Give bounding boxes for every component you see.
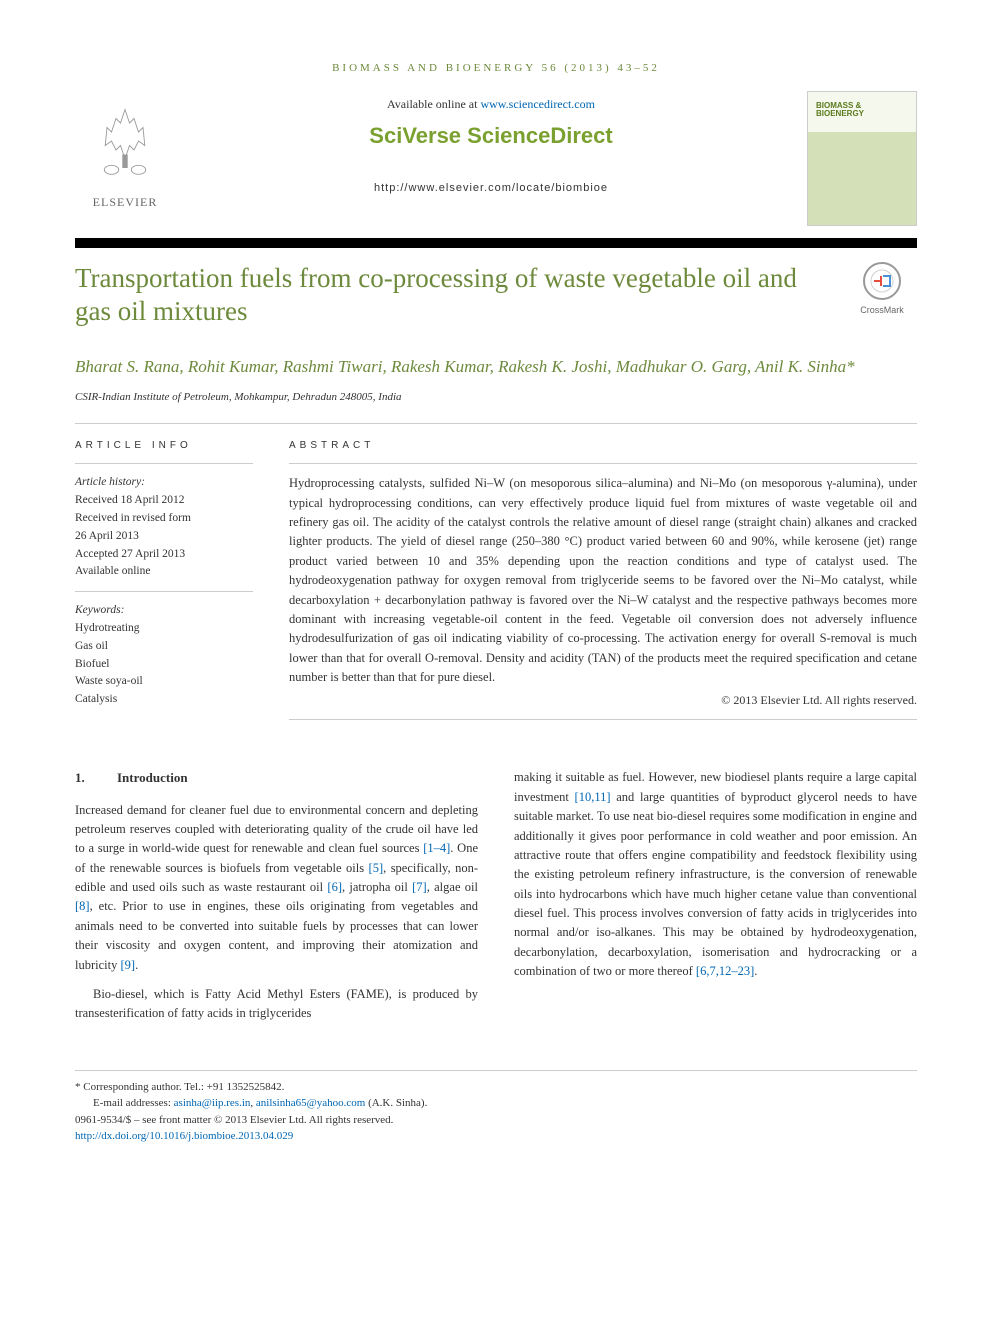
email-label: E-mail addresses: [93, 1097, 174, 1109]
article-info-column: ARTICLE INFO Article history: Received 1… [75, 438, 253, 720]
citation-link[interactable]: [5] [369, 861, 384, 875]
available-online: Available online [75, 565, 150, 577]
divider [75, 463, 253, 464]
available-online-text: Available online at www.sciencedirect.co… [195, 95, 787, 113]
info-abstract-row: ARTICLE INFO Article history: Received 1… [75, 438, 917, 720]
keyword: Hydrotreating [75, 622, 140, 634]
divider [75, 423, 917, 424]
article-title: Transportation fuels from co-processing … [75, 262, 827, 330]
keyword: Gas oil [75, 640, 108, 652]
accepted-date: Accepted 27 April 2013 [75, 548, 185, 560]
divider [75, 591, 253, 592]
body-paragraph: Increased demand for cleaner fuel due to… [75, 801, 478, 975]
body-text: Increased demand for cleaner fuel due to… [75, 803, 478, 856]
body-text: . [754, 964, 757, 978]
keyword: Catalysis [75, 693, 117, 705]
received-date: Received 18 April 2012 [75, 494, 185, 506]
body-paragraph: Bio-diesel, which is Fatty Acid Methyl E… [75, 985, 478, 1024]
copyright-line: © 2013 Elsevier Ltd. All rights reserved… [289, 691, 917, 709]
history-label: Article history: [75, 476, 145, 488]
body-text: . [135, 958, 138, 972]
article-history: Article history: Received 18 April 2012 … [75, 474, 253, 581]
doi-prefix: http://dx.doi.org/ [75, 1130, 149, 1142]
doi-link[interactable]: http://dx.doi.org/10.1016/j.biombioe.201… [75, 1130, 293, 1142]
publisher-header: ELSEVIER Available online at www.science… [75, 91, 917, 226]
article-info-label: ARTICLE INFO [75, 438, 253, 453]
doi-line: http://dx.doi.org/10.1016/j.biombioe.201… [75, 1128, 917, 1145]
divider-bar [75, 238, 917, 248]
citation-link[interactable]: [8] [75, 899, 90, 913]
body-text: , jatropha oil [342, 880, 412, 894]
corresponding-author: * Corresponding author. Tel.: +91 135252… [75, 1079, 917, 1096]
divider [289, 463, 917, 464]
authors-list: Bharat S. Rana, Rohit Kumar, Rashmi Tiwa… [75, 355, 917, 379]
revised-date: 26 April 2013 [75, 530, 139, 542]
journal-cover-thumbnail: BIOMASS & BIOENERGY [807, 91, 917, 226]
crossmark-badge[interactable]: CrossMark [847, 262, 917, 318]
elsevier-logo: ELSEVIER [75, 91, 175, 211]
email-line: E-mail addresses: asinha@iip.res.in, ani… [75, 1095, 917, 1112]
citation-link[interactable]: [7] [412, 880, 427, 894]
citation-link[interactable]: [6] [327, 880, 342, 894]
abstract-label: ABSTRACT [289, 438, 917, 453]
elsevier-tree-icon [75, 91, 175, 191]
revised-label: Received in revised form [75, 512, 191, 524]
body-text: , algae oil [427, 880, 478, 894]
keywords-block: Keywords: Hydrotreating Gas oil Biofuel … [75, 602, 253, 709]
elsevier-wordmark: ELSEVIER [75, 193, 175, 211]
citation-link[interactable]: [9] [120, 958, 135, 972]
body-paragraph: making it suitable as fuel. However, new… [514, 768, 917, 981]
keyword: Biofuel [75, 658, 110, 670]
journal-citation-header: BIOMASS AND BIOENERGY 56 (2013) 43–52 [75, 60, 917, 77]
section-number: 1. [75, 768, 117, 788]
citation-link[interactable]: [1–4] [423, 841, 450, 855]
available-prefix: Available online at [387, 97, 480, 111]
divider [289, 719, 917, 720]
section-title: Introduction [117, 770, 188, 785]
sciencedirect-link[interactable]: www.sciencedirect.com [480, 97, 595, 111]
citation-link[interactable]: [10,11] [575, 790, 611, 804]
email-suffix: (A.K. Sinha). [365, 1097, 427, 1109]
abstract-column: ABSTRACT Hydroprocessing catalysts, sulf… [289, 438, 917, 720]
affiliation: CSIR-Indian Institute of Petroleum, Mohk… [75, 389, 917, 406]
body-column-right: making it suitable as fuel. However, new… [514, 768, 917, 1033]
keyword: Waste soya-oil [75, 675, 143, 687]
footer-block: * Corresponding author. Tel.: +91 135252… [75, 1070, 917, 1145]
sciencedirect-block: Available online at www.sciencedirect.co… [195, 91, 787, 197]
citation-link[interactable]: [6,7,12–23] [696, 964, 754, 978]
abstract-text: Hydroprocessing catalysts, sulfided Ni–W… [289, 474, 917, 687]
body-text: and large quantities of byproduct glycer… [514, 790, 917, 978]
crossmark-label: CrossMark [847, 304, 917, 318]
section-heading: 1.Introduction [75, 768, 478, 788]
issn-line: 0961-9534/$ – see front matter © 2013 El… [75, 1112, 917, 1129]
journal-cover-title: BIOMASS & BIOENERGY [816, 102, 908, 120]
body-column-left: 1.Introduction Increased demand for clea… [75, 768, 478, 1033]
keywords-label: Keywords: [75, 604, 124, 616]
author-email-link[interactable]: asinha@iip.res.in [174, 1097, 251, 1109]
sciverse-logo-text: SciVerse ScienceDirect [195, 119, 787, 152]
author-email-link[interactable]: anilsinha65@yahoo.com [256, 1097, 365, 1109]
body-two-column: 1.Introduction Increased demand for clea… [75, 768, 917, 1033]
title-row: Transportation fuels from co-processing … [75, 262, 917, 330]
journal-url: http://www.elsevier.com/locate/biombioe [195, 180, 787, 197]
doi-value: 10.1016/j.biombioe.2013.04.029 [149, 1130, 293, 1142]
crossmark-icon [863, 262, 901, 300]
